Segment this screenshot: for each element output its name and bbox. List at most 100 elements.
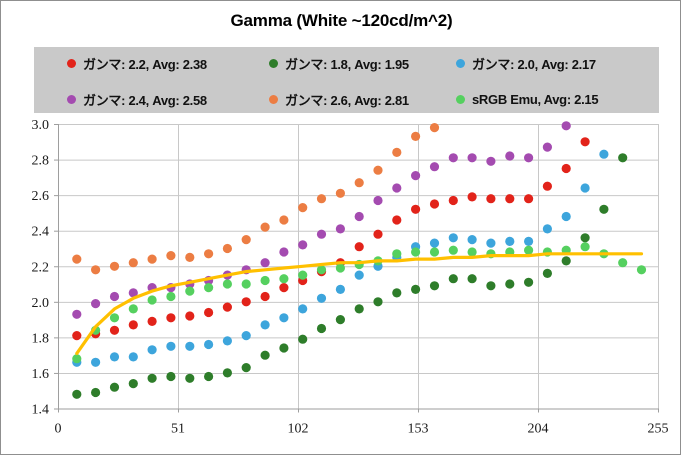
data-point	[147, 254, 157, 264]
data-point	[316, 323, 327, 334]
data-point	[279, 313, 289, 323]
legend-item-3: ガンマ: 2.0, Avg: 2.17	[456, 56, 596, 72]
chart-title: Gamma (White ~120cd/m^2)	[230, 11, 453, 30]
data-point	[109, 261, 120, 271]
legend-marker-icon	[67, 58, 76, 68]
data-point	[166, 341, 176, 351]
legend-item-6: sRGB Emu, Avg: 2.15	[456, 91, 599, 107]
data-point	[260, 258, 270, 268]
data-point	[505, 236, 515, 246]
data-point	[128, 320, 138, 330]
x-tick-label: 204	[528, 422, 549, 437]
data-point	[392, 183, 402, 193]
data-point	[222, 302, 232, 312]
data-point	[354, 178, 364, 188]
series-ガンマ: 1.8, Avg: 1.95	[72, 153, 628, 399]
data-point	[166, 313, 176, 323]
data-point	[335, 284, 345, 294]
series-sRGB Emu, Avg: 2.15	[72, 242, 647, 364]
data-point	[580, 137, 590, 147]
data-point	[279, 247, 289, 257]
data-point	[599, 204, 609, 214]
data-point	[486, 238, 496, 248]
data-point	[392, 249, 402, 259]
y-tick-label: 1.6	[32, 367, 50, 382]
data-point	[185, 341, 195, 351]
x-tick-label: 51	[171, 422, 185, 437]
data-point	[467, 153, 477, 163]
data-point	[91, 299, 101, 309]
data-point	[128, 304, 138, 314]
data-point	[373, 165, 383, 175]
data-point	[147, 345, 157, 355]
data-point	[298, 240, 308, 250]
data-point	[524, 236, 534, 246]
data-point	[185, 252, 195, 262]
data-point	[354, 242, 364, 252]
legend-marker-icon	[269, 58, 278, 68]
data-point	[166, 291, 176, 302]
data-point	[279, 283, 289, 293]
data-point	[298, 203, 308, 213]
x-tick-label: 153	[408, 422, 429, 437]
data-point	[72, 389, 82, 399]
data-point	[279, 343, 289, 353]
data-point	[542, 268, 553, 278]
data-point	[109, 325, 120, 335]
x-tick-label: 255	[648, 422, 669, 437]
legend-label: ガンマ: 2.0, Avg: 2.17	[472, 56, 596, 72]
y-tick-label: 2.8	[32, 154, 50, 169]
data-point	[505, 151, 515, 161]
legend-marker-icon	[269, 94, 278, 104]
data-point	[467, 274, 477, 284]
data-point	[448, 195, 458, 206]
data-point	[260, 275, 270, 286]
data-point	[128, 352, 138, 362]
data-point	[316, 265, 327, 275]
data-point	[411, 284, 421, 294]
data-point	[260, 350, 270, 360]
data-point	[392, 288, 402, 298]
data-point	[448, 245, 458, 255]
data-point	[241, 297, 251, 307]
data-point	[204, 283, 214, 293]
data-point	[91, 357, 101, 367]
data-point	[448, 274, 458, 284]
data-point	[618, 153, 628, 163]
data-point	[222, 243, 232, 254]
data-point	[128, 379, 138, 389]
y-tick-label: 2.4	[32, 225, 50, 240]
data-point	[241, 235, 251, 245]
data-point	[147, 316, 157, 326]
legend-label: sRGB Emu, Avg: 2.15	[472, 91, 599, 107]
axes	[54, 124, 659, 413]
series-ガンマ: 2.6, Avg: 2.81	[72, 123, 440, 275]
data-point	[72, 331, 82, 341]
data-point	[524, 277, 534, 287]
data-point	[354, 211, 364, 222]
data-point	[354, 270, 364, 280]
legend-marker-icon	[456, 94, 465, 104]
data-point	[241, 331, 251, 341]
series-target-gamma-curve	[75, 252, 644, 355]
data-point	[467, 235, 477, 245]
data-point	[72, 354, 82, 364]
y-tick-label: 3.0	[32, 118, 50, 133]
data-point	[298, 270, 308, 280]
data-point	[580, 183, 590, 193]
data-point	[166, 371, 176, 382]
series-ガンマ: 2.4, Avg: 2.58	[72, 121, 571, 319]
data-point	[505, 279, 515, 289]
legend-marker-icon	[67, 94, 76, 104]
data-point	[429, 238, 440, 248]
target-curve-line	[75, 252, 644, 355]
data-point	[241, 363, 251, 373]
data-point	[260, 222, 270, 232]
data-point	[542, 142, 553, 152]
data-point	[467, 192, 477, 202]
legend-label: ガンマ: 2.2, Avg: 2.38	[83, 56, 207, 72]
data-point	[411, 247, 421, 257]
data-point	[373, 229, 383, 239]
data-point	[580, 233, 590, 243]
